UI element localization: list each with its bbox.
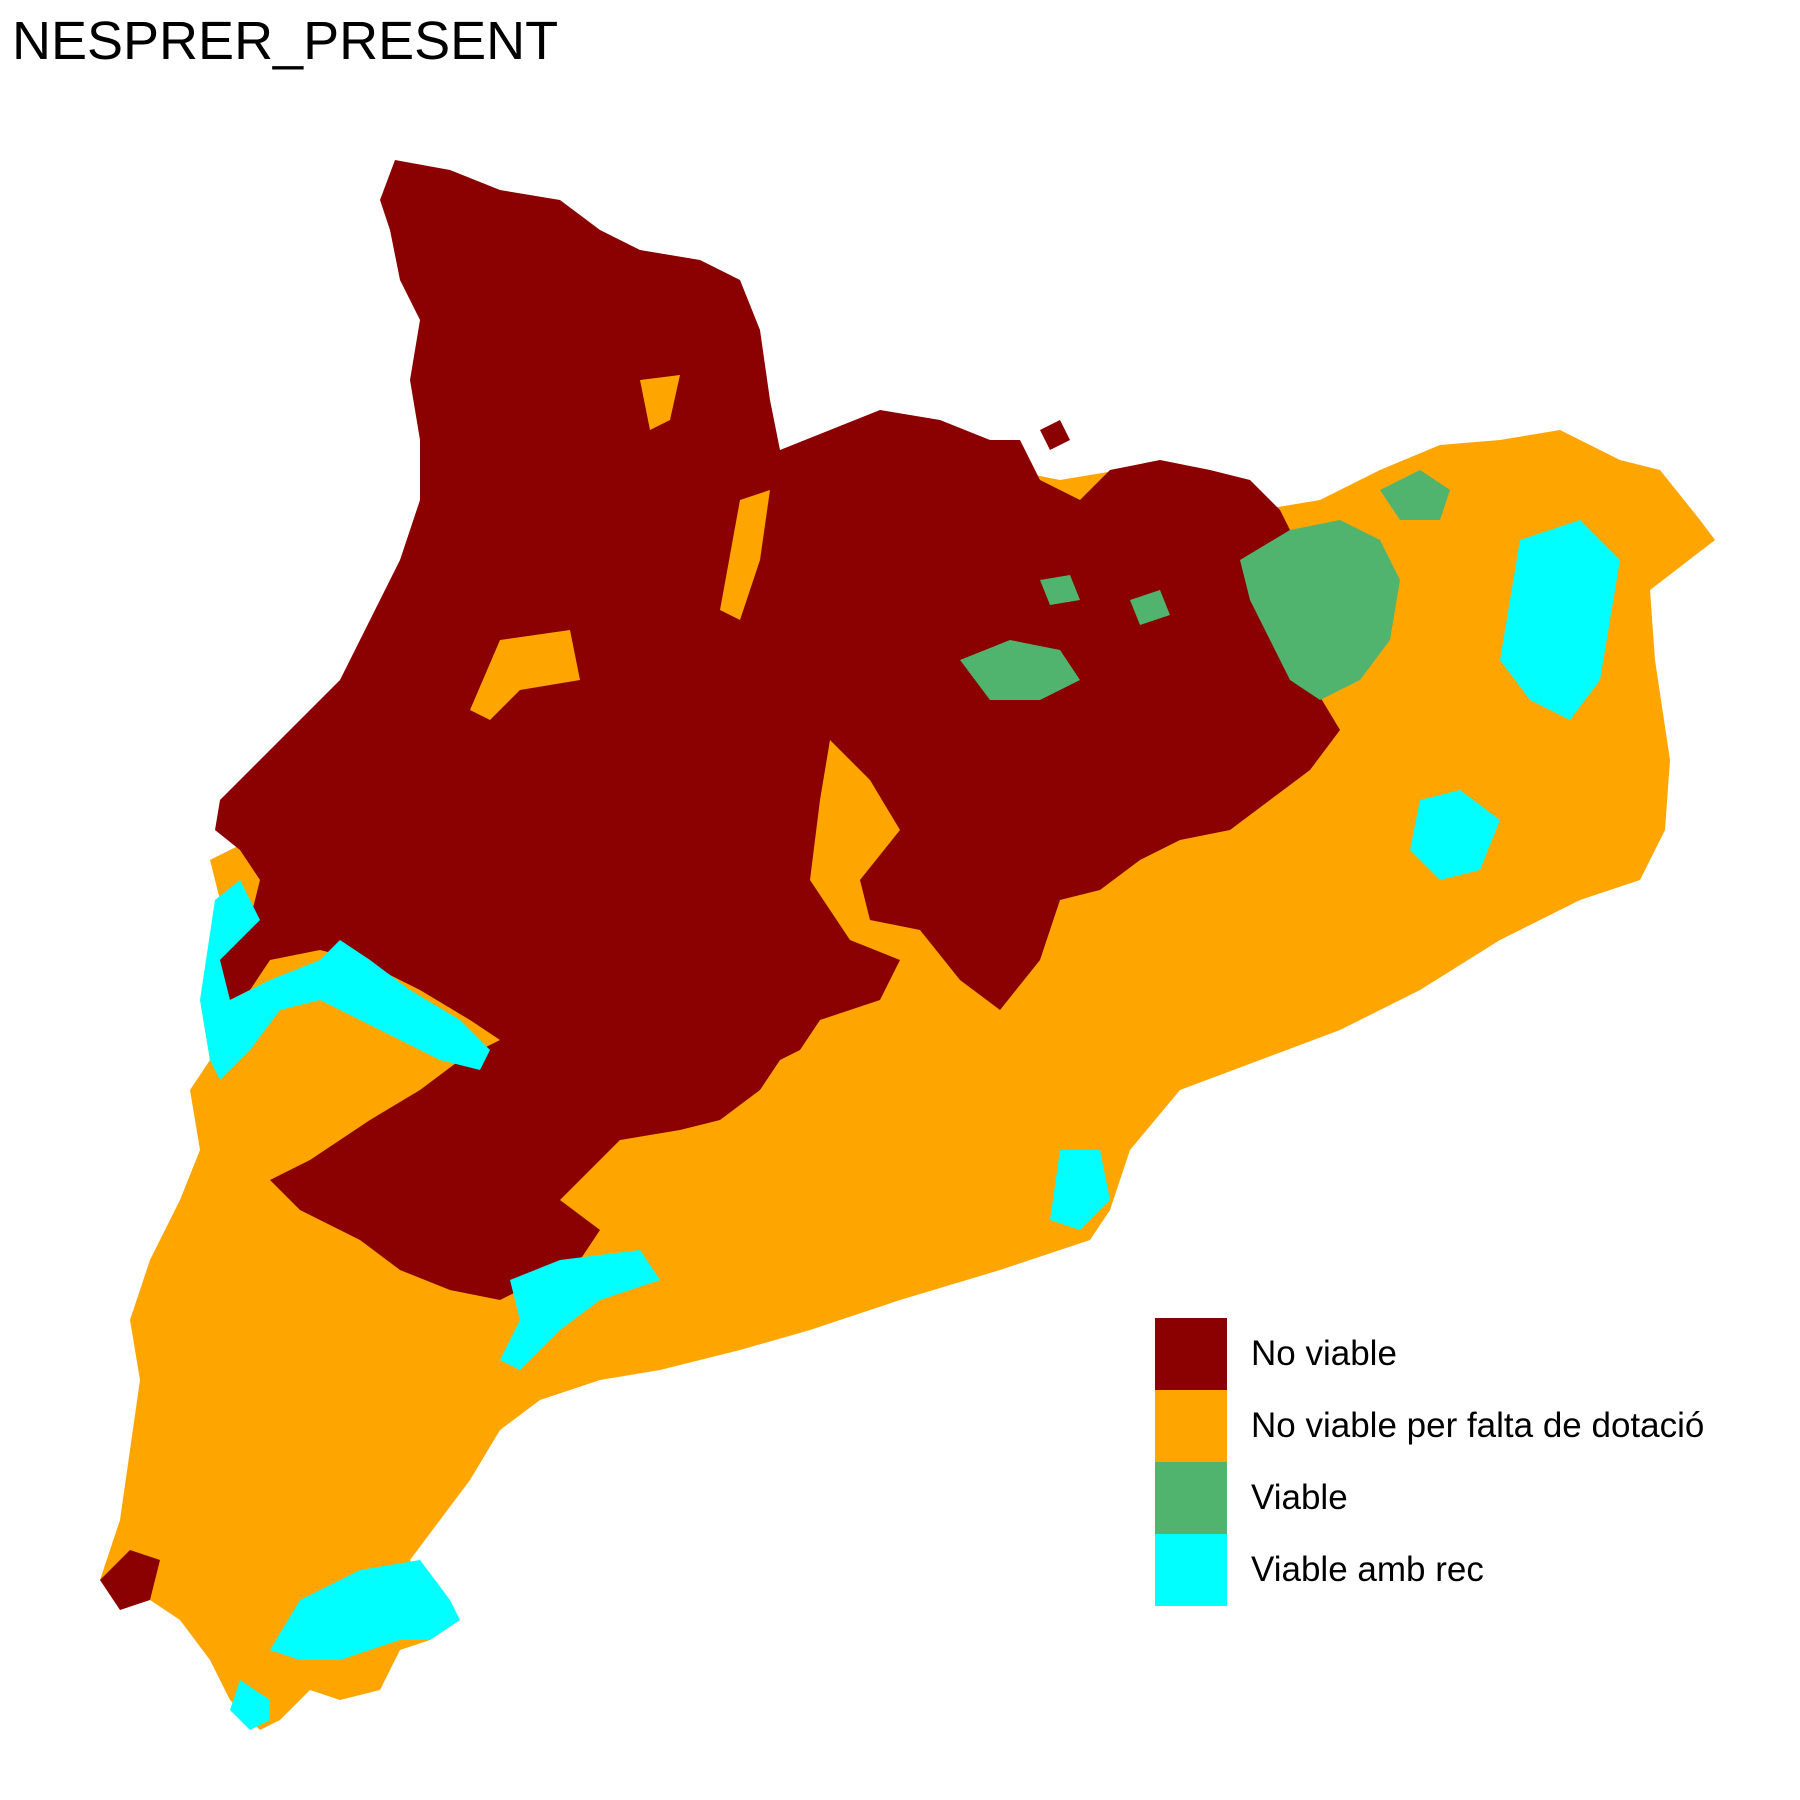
legend-label-no-viable: No viable xyxy=(1251,1334,1397,1373)
region-viable-small-b xyxy=(1130,590,1170,625)
legend-item-viable: Viable xyxy=(1155,1462,1704,1534)
legend-item-no-viable-falta-dotacio: No viable per falta de dotació xyxy=(1155,1390,1704,1462)
region-viable-amb-rec-delta xyxy=(270,1560,460,1660)
region-no-viable-delta-tip xyxy=(100,1550,160,1610)
legend-swatch-no-viable-falta-dotacio xyxy=(1155,1390,1227,1462)
legend-item-no-viable: No viable xyxy=(1155,1318,1704,1390)
region-viable-north xyxy=(1380,470,1450,520)
region-viable-amb-rec-northeast xyxy=(1500,520,1620,720)
region-viable-amb-rec-center xyxy=(1050,1150,1110,1230)
region-orange-north-1 xyxy=(640,375,680,430)
region-viable-garrotxa xyxy=(1240,520,1400,700)
legend-swatch-viable xyxy=(1155,1462,1227,1534)
region-no-viable-islet xyxy=(1040,420,1070,450)
region-viable-ripolles xyxy=(960,640,1080,700)
region-viable-small-a xyxy=(1040,575,1080,605)
region-viable-amb-rec-south xyxy=(230,1680,270,1730)
region-viable-amb-rec-west xyxy=(200,880,490,1080)
region-orange-north-3 xyxy=(470,630,580,720)
region-no-viable xyxy=(210,160,1340,1300)
region-viable-amb-rec-ebre xyxy=(500,1250,660,1370)
legend-label-viable-amb-rec: Viable amb rec xyxy=(1251,1550,1484,1589)
region-viable-amb-rec-east xyxy=(1410,790,1500,880)
map-title: NESPRER_PRESENT xyxy=(12,11,559,71)
legend-label-no-viable-falta-dotacio: No viable per falta de dotació xyxy=(1251,1406,1705,1445)
legend-swatch-no-viable xyxy=(1155,1318,1227,1390)
legend-swatch-viable-amb-rec xyxy=(1155,1534,1227,1606)
legend-label-viable: Viable xyxy=(1251,1478,1348,1517)
legend-item-viable-amb-rec: Viable amb rec xyxy=(1155,1534,1704,1606)
region-orange-north-2 xyxy=(720,490,770,620)
legend: No viable No viable per falta de dotació… xyxy=(1155,1318,1704,1606)
